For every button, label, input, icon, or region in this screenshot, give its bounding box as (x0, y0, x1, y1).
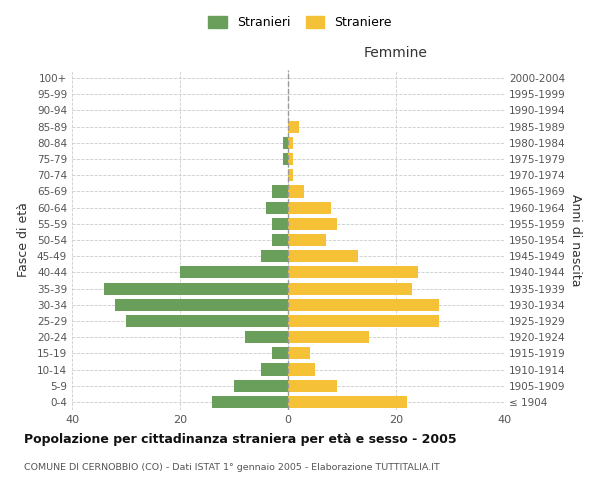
Bar (272, 218, 288, 230)
Bar (272, 186, 288, 198)
Bar (288, 186, 304, 198)
Bar (288, 298, 439, 311)
Bar (288, 120, 299, 132)
Bar (272, 348, 288, 360)
Bar (288, 250, 358, 262)
Bar (288, 234, 326, 246)
Bar (288, 364, 315, 376)
Bar (180, 266, 288, 278)
Text: Popolazione per cittadinanza straniera per età e sesso - 2005: Popolazione per cittadinanza straniera p… (24, 432, 457, 446)
Bar (245, 331, 288, 343)
Bar (288, 202, 331, 213)
Bar (234, 380, 288, 392)
Bar (115, 298, 288, 311)
Legend: Stranieri, Straniere: Stranieri, Straniere (203, 11, 397, 34)
Bar (288, 331, 369, 343)
Y-axis label: Fasce di età: Fasce di età (17, 202, 30, 278)
Bar (261, 364, 288, 376)
Bar (288, 153, 293, 165)
Bar (288, 218, 337, 230)
Bar (104, 282, 288, 294)
Text: COMUNE DI CERNOBBIO (CO) - Dati ISTAT 1° gennaio 2005 - Elaborazione TUTTITALIA.: COMUNE DI CERNOBBIO (CO) - Dati ISTAT 1°… (24, 462, 440, 471)
Bar (288, 315, 439, 327)
Bar (288, 266, 418, 278)
Bar (212, 396, 288, 408)
Bar (288, 348, 310, 360)
Bar (283, 137, 288, 149)
Bar (272, 234, 288, 246)
Bar (126, 315, 288, 327)
Bar (288, 380, 337, 392)
Bar (266, 202, 288, 213)
Text: Femmine: Femmine (364, 46, 428, 60)
Bar (288, 137, 293, 149)
Bar (288, 396, 407, 408)
Bar (261, 250, 288, 262)
Y-axis label: Anni di nascita: Anni di nascita (569, 194, 582, 286)
Bar (288, 282, 412, 294)
Bar (288, 169, 293, 181)
Bar (283, 153, 288, 165)
